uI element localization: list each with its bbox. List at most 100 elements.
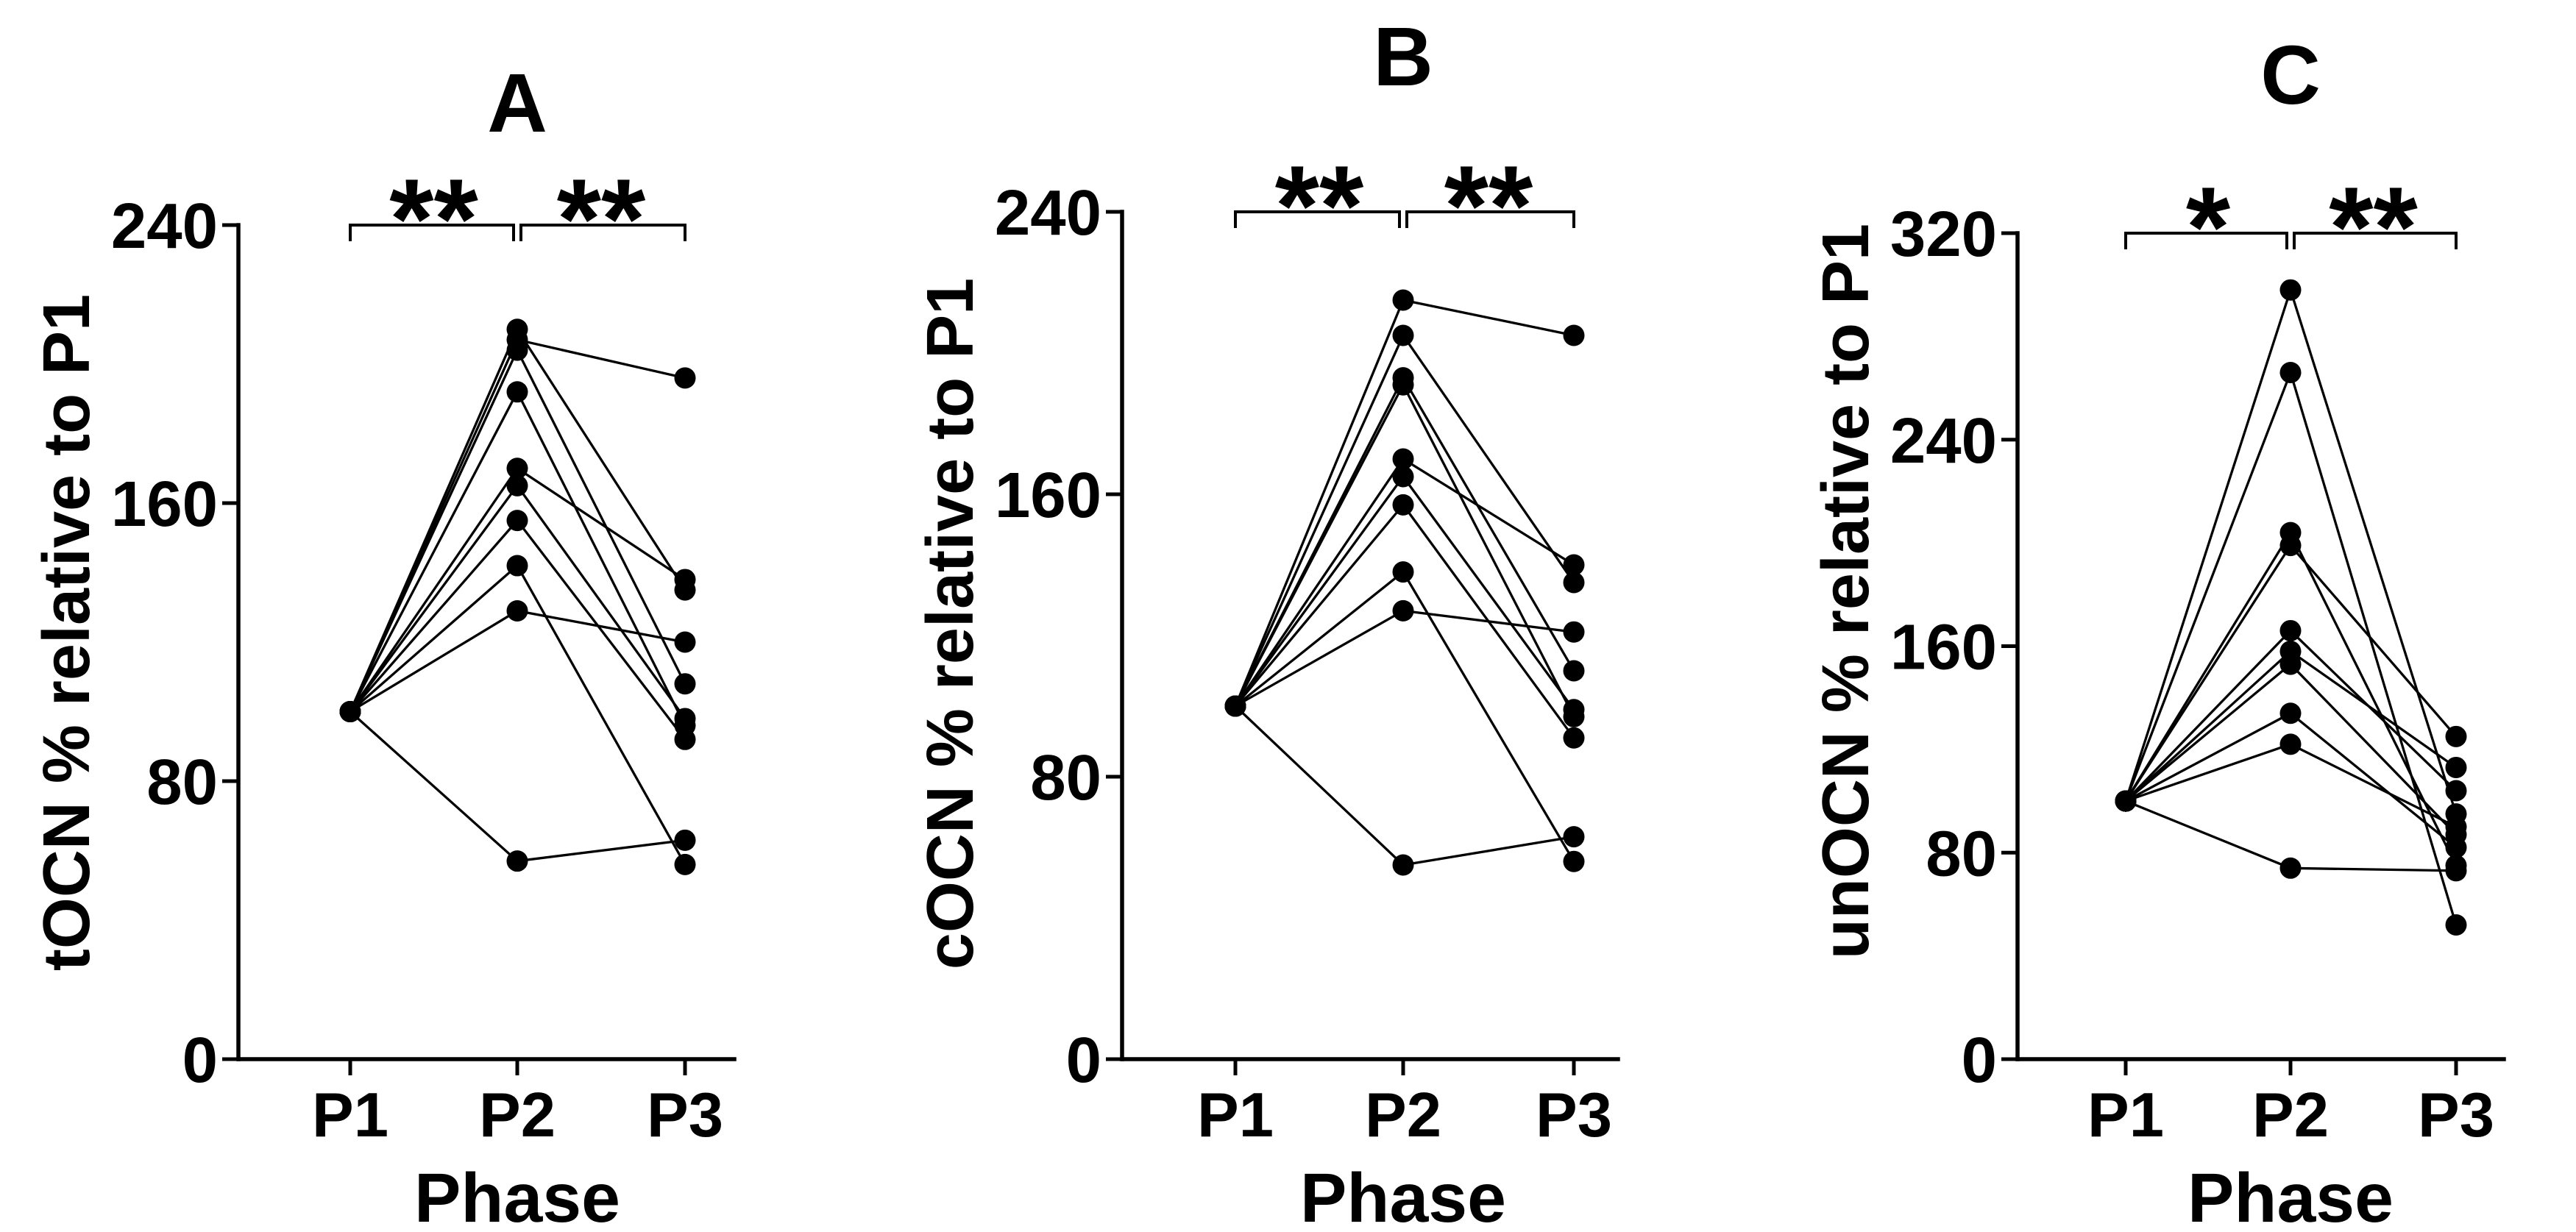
series-group bbox=[2115, 279, 2467, 936]
x-tick-label: P2 bbox=[479, 1080, 556, 1150]
panel-title: B bbox=[1373, 10, 1433, 103]
data-point bbox=[2279, 733, 2302, 755]
data-point bbox=[1563, 660, 1585, 682]
data-point bbox=[1563, 554, 1585, 576]
significance-label: ** bbox=[1275, 142, 1364, 269]
significance-bracket bbox=[1405, 210, 1575, 228]
data-point bbox=[674, 631, 696, 653]
data-point bbox=[506, 457, 528, 480]
x-tick-label: P1 bbox=[312, 1080, 388, 1150]
significance-bracket bbox=[1234, 210, 1401, 228]
series-line-segment bbox=[349, 519, 519, 713]
panel-c: C 0 80 160 240 320 P1 P2 P3 Phase unOCN % relative… bbox=[1809, 29, 2506, 1232]
series-line-segment bbox=[1402, 299, 1575, 337]
data-point bbox=[1392, 374, 1414, 396]
data-point bbox=[674, 728, 696, 750]
series-line-segment bbox=[349, 467, 519, 713]
series-line-segment bbox=[1234, 384, 1405, 707]
y-tick-label: 240 bbox=[111, 191, 218, 262]
series-line-segment bbox=[2125, 800, 2291, 869]
data-point bbox=[1563, 727, 1585, 749]
data-point bbox=[2445, 914, 2467, 936]
data-point bbox=[1563, 826, 1585, 848]
data-point bbox=[1224, 695, 1246, 717]
y-tick-label: 80 bbox=[146, 747, 218, 818]
series-line-segment bbox=[349, 391, 519, 713]
series-line-segment bbox=[2124, 630, 2292, 802]
y-axis-title: unOCN % relative to P1 bbox=[1809, 224, 1883, 959]
y-tick-label: 160 bbox=[995, 460, 1101, 531]
series-group bbox=[1224, 289, 1585, 876]
series-line-segment bbox=[349, 711, 519, 862]
series-line-segment bbox=[2125, 712, 2291, 802]
series-line-segment bbox=[2124, 289, 2292, 802]
data-point bbox=[1392, 448, 1414, 470]
data-point bbox=[506, 555, 528, 577]
panel-title: A bbox=[487, 57, 547, 149]
y-tick-label: 0 bbox=[182, 1025, 218, 1096]
series-line-segment bbox=[516, 349, 686, 685]
data-point bbox=[2445, 860, 2467, 882]
data-point bbox=[506, 339, 528, 361]
significance-annotations: ** ** bbox=[349, 155, 686, 282]
significance-label: ** bbox=[2329, 163, 2418, 291]
data-point bbox=[674, 708, 696, 730]
series-line-segment bbox=[349, 485, 519, 713]
panel-title: C bbox=[2260, 29, 2321, 121]
series-line-segment bbox=[2290, 866, 2457, 872]
series-line-segment bbox=[517, 467, 686, 581]
series-line-segment bbox=[516, 328, 686, 591]
significance-bracket bbox=[2293, 232, 2458, 249]
data-point bbox=[2279, 619, 2302, 641]
panel-b: B 0 80 160 240 P1 P2 P3 Phase cOCN % relative to … bbox=[914, 10, 1620, 1232]
series-line-segment bbox=[516, 485, 686, 719]
series-line-segment bbox=[1402, 609, 1575, 633]
significance-label: ** bbox=[1444, 142, 1533, 269]
x-tick-label: P3 bbox=[647, 1080, 723, 1150]
significance-label: * bbox=[2186, 163, 2231, 291]
series-line-segment bbox=[2124, 663, 2292, 802]
series-line-segment bbox=[1402, 476, 1575, 711]
y-tick-label: 240 bbox=[1890, 405, 1997, 477]
data-point bbox=[2445, 836, 2467, 858]
x-axis-title: Phase bbox=[2188, 1159, 2394, 1232]
axes: 0 80 160 240 P1 P2 P3 bbox=[995, 177, 1620, 1150]
data-point bbox=[674, 853, 696, 875]
data-point bbox=[1392, 854, 1414, 876]
series-line-segment bbox=[1234, 299, 1405, 707]
data-point bbox=[1392, 599, 1414, 622]
series-line-segment bbox=[2124, 371, 2292, 802]
data-point bbox=[2279, 362, 2302, 384]
data-point bbox=[1392, 494, 1414, 516]
series-line-segment bbox=[1402, 335, 1575, 583]
x-tick-label: P3 bbox=[2418, 1080, 2494, 1150]
data-point bbox=[2279, 279, 2302, 301]
x-tick-label: P3 bbox=[1536, 1080, 1612, 1150]
axes: 0 80 160 240 320 P1 P2 P3 bbox=[1890, 199, 2506, 1150]
series-line-segment bbox=[349, 349, 519, 713]
series-line-segment bbox=[2289, 532, 2458, 866]
data-point bbox=[1563, 699, 1585, 721]
data-point bbox=[674, 673, 696, 695]
series-line-segment bbox=[516, 391, 686, 727]
data-point bbox=[674, 569, 696, 591]
series-line-segment bbox=[1234, 335, 1405, 707]
significance-annotations: ** ** bbox=[1234, 142, 1575, 269]
significance-annotations: * ** bbox=[2124, 163, 2458, 291]
data-point bbox=[339, 701, 361, 722]
data-point bbox=[1392, 289, 1414, 311]
data-point bbox=[2445, 816, 2467, 838]
significance-label: ** bbox=[389, 155, 478, 282]
data-point bbox=[506, 510, 528, 532]
axes: 0 80 160 240 P1 P2 P3 bbox=[111, 191, 737, 1150]
x-axis-title: Phase bbox=[414, 1159, 620, 1232]
data-point bbox=[2115, 790, 2137, 812]
series-line-segment bbox=[2289, 544, 2458, 738]
series-line-segment bbox=[2290, 650, 2457, 769]
series-line-segment bbox=[349, 564, 519, 713]
series-line-segment bbox=[1402, 835, 1575, 866]
x-tick-label: P2 bbox=[1365, 1080, 1441, 1150]
significance-bracket bbox=[2124, 232, 2288, 249]
data-point bbox=[1563, 621, 1585, 643]
x-axis-title: Phase bbox=[1300, 1159, 1506, 1232]
